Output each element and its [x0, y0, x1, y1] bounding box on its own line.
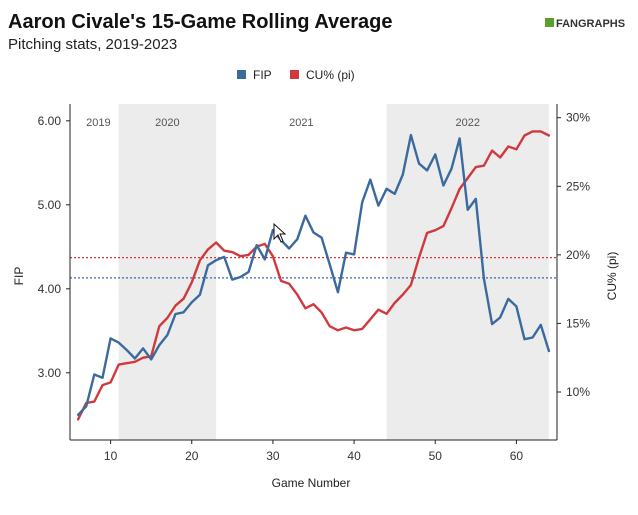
chart-legend: FIP CU% (pi): [237, 68, 355, 82]
fangraphs-logo-mark: [545, 18, 554, 27]
fangraphs-logo: FANGRAPHS: [545, 18, 625, 30]
reference-lines: [70, 257, 557, 279]
y-left-tick-label: 6.00: [38, 114, 62, 128]
chart-title: Aaron Civale's 15-Game Rolling Average: [8, 11, 393, 33]
tick-labels: 10 20 30 40 50 60 3.00 4.00 5.00 6.00 10% 15% 20% 25%…: [38, 111, 591, 463]
period-label-2020: 2020: [155, 117, 179, 129]
x-tick-label: 20: [185, 449, 199, 463]
y-axis-label-right: CU% (pi): [605, 252, 619, 301]
cu-series-line: [76, 130, 551, 421]
x-tick-label: 40: [347, 449, 361, 463]
y-left-tick-label: 3.00: [38, 366, 62, 380]
y-right-tick-label: 30%: [566, 111, 590, 125]
y-left-tick-label: 4.00: [38, 282, 62, 296]
series-lines: [76, 130, 551, 421]
period-shade-2022: [386, 104, 549, 440]
x-tick-label: 10: [104, 449, 118, 463]
y-right-tick-label: 25%: [566, 179, 590, 193]
y-right-tick-label: 10%: [566, 385, 590, 399]
legend-fip-swatch: [237, 70, 246, 79]
legend-cu-swatch: [290, 70, 299, 79]
x-axis-label: Game Number: [272, 476, 351, 490]
fangraphs-logo-text: FANGRAPHS: [556, 18, 625, 30]
x-tick-label: 30: [266, 449, 280, 463]
x-tick-label: 60: [510, 449, 524, 463]
period-label-2022: 2022: [455, 117, 479, 129]
period-label-2021: 2021: [289, 117, 313, 129]
y-axis-label-left: FIP: [12, 267, 26, 286]
period-shade-2020: [118, 104, 217, 440]
y-right-tick-label: 20%: [566, 248, 590, 262]
fip-series-line: [76, 133, 551, 416]
x-tick-label: 50: [429, 449, 443, 463]
axes: [69, 104, 558, 441]
chart-subtitle: Pitching stats, 2019-2023: [8, 36, 177, 53]
y-left-tick-label: 5.00: [38, 198, 62, 212]
period-label-2019: 2019: [86, 117, 110, 129]
period-shading: [118, 104, 549, 440]
legend-fip-label: FIP: [253, 68, 272, 82]
legend-cu-label: CU% (pi): [306, 68, 355, 82]
period-labels: 2019 2020 2021 2022: [86, 117, 480, 129]
y-right-tick-label: 15%: [566, 316, 590, 330]
mouse-cursor-icon: [273, 222, 287, 243]
